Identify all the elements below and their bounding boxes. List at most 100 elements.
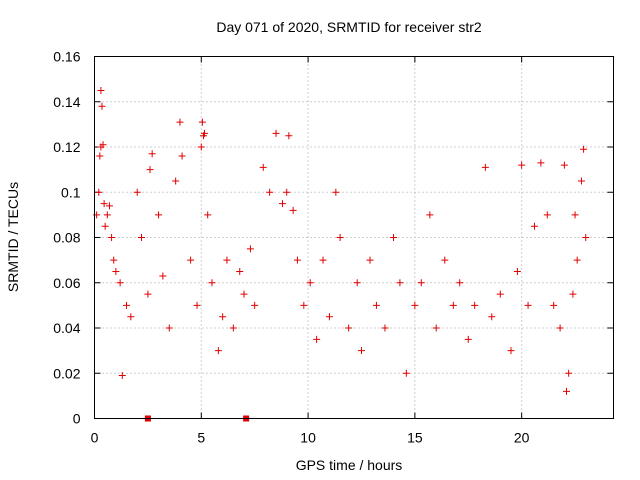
y-tick-label: 0	[73, 411, 81, 427]
data-point	[100, 200, 108, 208]
data-point	[530, 222, 538, 230]
data-point	[381, 324, 389, 332]
data-point	[137, 234, 145, 241]
data-point	[283, 188, 291, 196]
data-point	[197, 143, 205, 151]
data-point	[524, 301, 532, 309]
data-point	[101, 222, 109, 230]
data-point	[172, 177, 180, 185]
y-tick-label: 0.04	[53, 320, 80, 336]
data-point	[110, 256, 118, 264]
data-point	[313, 335, 321, 343]
data-point	[293, 256, 301, 264]
data-point	[390, 234, 398, 241]
data-point	[97, 143, 105, 151]
data-point	[259, 163, 267, 171]
data-point	[251, 301, 259, 309]
data-point	[560, 161, 568, 169]
data-point	[325, 313, 333, 321]
y-tick-label: 0.06	[53, 275, 80, 291]
data-point	[563, 387, 571, 395]
data-point	[573, 256, 581, 264]
data-point	[97, 86, 105, 94]
data-point	[208, 279, 216, 287]
data-point	[449, 301, 457, 309]
data-point	[204, 211, 212, 219]
data-point	[95, 188, 103, 196]
data-point	[176, 118, 184, 126]
x-axis-label: GPS time / hours	[296, 457, 403, 473]
data-point	[366, 256, 374, 264]
data-point	[518, 161, 526, 169]
data-point	[396, 279, 404, 287]
data-point	[146, 166, 154, 174]
data-point	[481, 163, 489, 171]
data-point	[187, 256, 195, 264]
grid-layer	[94, 56, 614, 419]
data-point	[580, 145, 588, 153]
x-tick-label: 5	[197, 430, 205, 446]
data-point	[417, 279, 425, 287]
data-point	[118, 372, 126, 380]
data-point	[246, 245, 254, 253]
y-tick-label: 0.1	[61, 184, 81, 200]
y-tick-label: 0.08	[53, 230, 80, 246]
data-point	[193, 301, 201, 309]
data-point	[223, 256, 231, 264]
data-point	[488, 313, 496, 321]
data-point	[426, 211, 434, 219]
data-point	[165, 324, 173, 332]
data-point	[229, 324, 237, 332]
data-point	[96, 152, 104, 160]
data-point	[285, 132, 293, 140]
x-tick-label: 10	[300, 430, 316, 446]
data-point	[198, 118, 206, 126]
data-point	[543, 211, 551, 219]
data-point	[219, 313, 227, 321]
data-point	[571, 211, 579, 219]
data-point	[159, 272, 167, 280]
data-point	[345, 324, 353, 332]
data-point	[123, 301, 131, 309]
data-point	[464, 335, 472, 343]
data-point	[155, 211, 163, 219]
y-axis-label: SRMTID / TECUs	[5, 182, 21, 292]
data-point	[116, 279, 124, 287]
data-point	[577, 177, 585, 185]
data-point	[289, 206, 297, 214]
data-point	[336, 234, 344, 241]
data-point	[178, 152, 186, 160]
data-point	[496, 290, 504, 298]
data-point	[133, 188, 141, 196]
data-point	[112, 267, 120, 275]
data-point	[507, 347, 515, 355]
data-point	[148, 150, 156, 158]
plot-frame	[94, 56, 614, 419]
data-point	[200, 129, 208, 137]
y-tick-label: 0.16	[53, 49, 80, 65]
data-point	[456, 279, 464, 287]
data-point	[357, 347, 365, 355]
data-point	[411, 301, 419, 309]
data-point	[300, 301, 308, 309]
y-tick-label: 0.12	[53, 139, 80, 155]
data-point	[513, 267, 521, 275]
y-tick-label: 0.14	[53, 94, 80, 110]
data-point	[103, 211, 111, 219]
data-point	[569, 290, 577, 298]
x-tick-label: 20	[514, 430, 530, 446]
data-point	[471, 301, 479, 309]
chart-title: Day 071 of 2020, SRMTID for receiver str…	[216, 19, 482, 35]
data-point	[266, 188, 274, 196]
data-point	[332, 188, 340, 196]
data-point	[556, 324, 564, 332]
y-tick-label: 0.02	[53, 365, 80, 381]
data-point	[353, 279, 361, 287]
data-point	[108, 234, 116, 241]
data-point	[236, 267, 244, 275]
data-point	[144, 290, 152, 298]
x-tick-label: 0	[91, 430, 99, 446]
points-layer	[93, 86, 590, 422]
data-point	[402, 369, 410, 377]
data-point	[537, 159, 545, 167]
